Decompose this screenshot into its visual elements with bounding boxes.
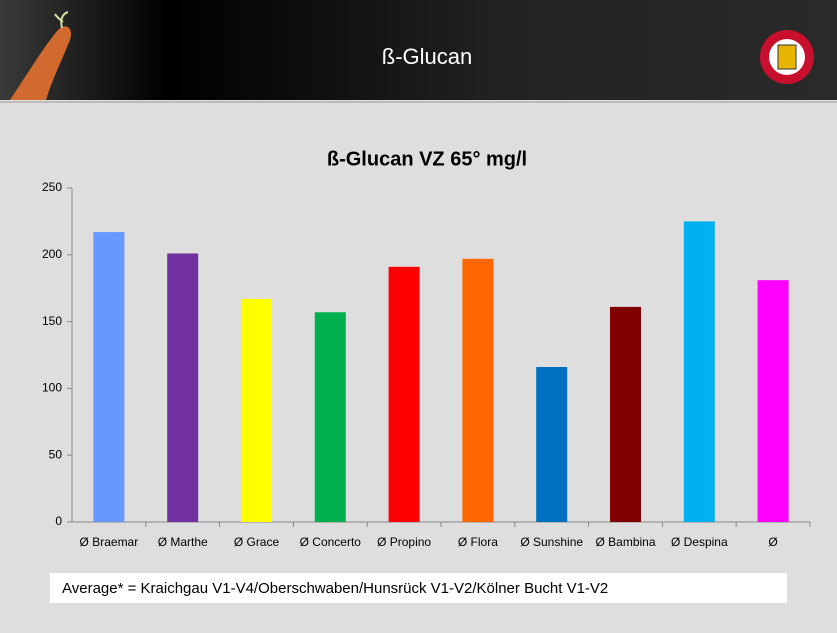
x-tick-label: Ø Marthe xyxy=(158,535,208,549)
bar xyxy=(241,299,272,522)
bar xyxy=(610,307,641,522)
x-tick-label: Ø Sunshine xyxy=(520,535,583,549)
bar xyxy=(684,221,715,522)
x-tick-label: Ø Grace xyxy=(234,535,280,549)
x-tick-label: Ø Bambina xyxy=(595,535,655,549)
chart: ß-Glucan ß-Glucan VZ 65° mg/l Average* =… xyxy=(0,0,837,633)
footnote: Average* = Kraichgau V1-V4/Oberschwaben/… xyxy=(62,580,608,597)
bar xyxy=(462,259,493,522)
y-tick-label: 150 xyxy=(42,314,62,328)
x-tick-label: Ø Propino xyxy=(377,535,431,549)
bar xyxy=(93,232,124,522)
x-tick-label: Ø xyxy=(768,535,777,549)
slide: ß-Glucan ß-Glucan VZ 65° mg/l Average* =… xyxy=(0,0,837,633)
x-tick-label: Ø Flora xyxy=(458,535,498,549)
x-tick-label: Ø Braemar xyxy=(80,535,139,549)
logo xyxy=(760,30,814,84)
bar xyxy=(536,367,567,522)
x-tick-label: Ø Concerto xyxy=(300,535,362,549)
y-tick-label: 50 xyxy=(49,447,63,461)
y-tick-label: 250 xyxy=(42,180,62,194)
y-tick-label: 100 xyxy=(42,381,62,395)
bar xyxy=(167,253,198,522)
chart-title: ß-Glucan VZ 65° mg/l xyxy=(327,148,527,170)
y-tick-label: 200 xyxy=(42,247,62,261)
y-tick-label: 0 xyxy=(55,514,62,528)
x-tick-label: Ø Despina xyxy=(671,535,728,549)
bar xyxy=(315,312,346,522)
bar xyxy=(389,267,420,522)
bar xyxy=(758,280,789,522)
slide-title: ß-Glucan xyxy=(382,44,472,69)
